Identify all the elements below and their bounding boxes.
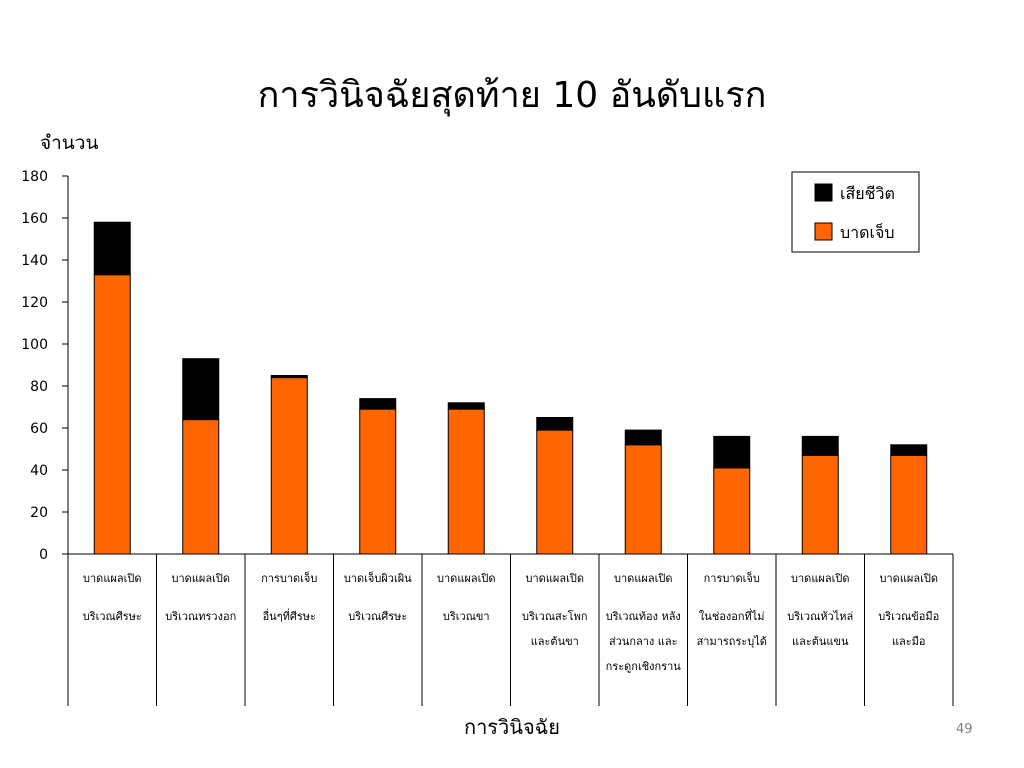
category-label: บาดแผลเปิด (83, 572, 141, 585)
y-tick-label: 100 (21, 337, 48, 353)
y-axis-label: จำนวน (40, 132, 99, 154)
bar-injured (536, 429, 574, 555)
category-label: บริเวณข้อมือ (878, 610, 939, 623)
category-label: บริเวณขา (443, 610, 490, 623)
category-label: บาดแผลเปิด (437, 572, 495, 585)
y-tick-label: 120 (21, 295, 48, 311)
category-label: บาดแผลเปิด (526, 572, 584, 585)
category-label: บริเวณศีรษะ (83, 610, 142, 623)
y-tick-label: 40 (30, 463, 48, 479)
category-label: บริเวณสะโพก (522, 609, 587, 623)
category-label: กระดูกเชิงกราน (606, 660, 682, 673)
category-label: และมือ (892, 635, 926, 648)
legend-swatch (814, 183, 833, 202)
bar-deceased (447, 402, 485, 410)
category-table: บาดแผลเปิดบริเวณศีรษะ บาดแผลเปิดบริเวณทรว… (67, 554, 954, 706)
category-label: การบาดเจ็บ (704, 571, 760, 585)
y-tick-label: 80 (30, 379, 48, 395)
y-tick-label: 160 (21, 211, 48, 227)
y-tick-label: 180 (21, 169, 48, 185)
category-label: บริเวณท้อง หลัง (606, 610, 681, 623)
bar-deceased (801, 435, 839, 456)
legend-label: เสียชีวิต (840, 184, 895, 203)
category-label: สามารถระบุได้ (697, 635, 767, 648)
chart-title: การวินิจฉัยสุดท้าย 10 อันดับแรก (257, 75, 767, 116)
bar-injured (182, 419, 220, 555)
category-label: บาดเจ็บผิวเผิน (344, 571, 412, 585)
category-label: บริเวณศีรษะ (348, 610, 407, 623)
y-tick-label: 20 (30, 505, 48, 521)
bar-injured (270, 377, 308, 555)
y-tick-label: 0 (39, 547, 48, 563)
bar-deceased (93, 221, 131, 276)
bar-deceased (182, 358, 220, 421)
bar-injured (93, 274, 131, 555)
category-label: ส่วนกลาง และ (609, 635, 678, 648)
category-label: ในช่องอกที่ไม่ (699, 608, 765, 623)
y-tick-label: 140 (21, 253, 48, 269)
category-label: บาดแผลเปิด (880, 572, 938, 585)
legend-label: บาดเจ็บ (840, 222, 895, 242)
y-tick-label: 60 (30, 421, 48, 437)
bar-deceased (359, 398, 397, 410)
bar-injured (359, 408, 397, 555)
category-label: บาดแผลเปิด (791, 572, 849, 585)
bar-deceased (890, 444, 928, 456)
bar-injured (890, 454, 928, 555)
category-label: บริเวณทรวงอก (165, 610, 236, 623)
x-axis-label: การวินิจฉัย (463, 715, 561, 739)
bar-injured (713, 467, 751, 555)
category-label: และต้นขา (531, 635, 579, 648)
bar-injured (447, 408, 485, 555)
chart-axes: 0 20 40 60 80 100 120 140 160 180 (21, 169, 953, 563)
bar-deceased (713, 435, 751, 469)
category-label: การบาดเจ็บ (261, 571, 317, 585)
category-label: บาดแผลเปิด (614, 572, 672, 585)
bar-injured (801, 454, 839, 555)
bar-deceased (624, 429, 662, 446)
category-label: บาดแผลเปิด (172, 572, 230, 585)
bar-deceased (270, 375, 308, 379)
chart-bars (93, 221, 928, 555)
legend-box (791, 171, 920, 253)
page-number: 49 (956, 722, 973, 737)
category-label: และต้นแขน (792, 635, 849, 648)
category-label: อื่นๆที่ศีรษะ (263, 608, 316, 623)
category-label: บริเวณหัวไหล่ (787, 610, 853, 623)
bar-injured (624, 444, 662, 555)
bar-deceased (536, 417, 574, 431)
legend-swatch (814, 222, 833, 241)
